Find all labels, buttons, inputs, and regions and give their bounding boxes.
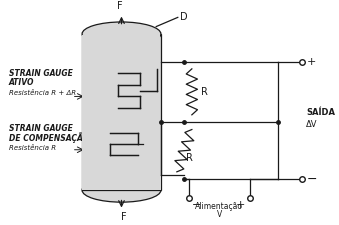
Text: DE COMPENSAÇÃO: DE COMPENSAÇÃO bbox=[9, 132, 89, 143]
Ellipse shape bbox=[82, 178, 161, 202]
Text: Resistência R: Resistência R bbox=[9, 145, 56, 151]
Text: ATIVO: ATIVO bbox=[9, 78, 34, 87]
Text: V: V bbox=[216, 210, 222, 219]
Text: R: R bbox=[186, 153, 193, 163]
Text: STRAIN GAUGE: STRAIN GAUGE bbox=[9, 69, 73, 78]
Text: +: + bbox=[306, 56, 316, 67]
Text: STRAIN GAUGE: STRAIN GAUGE bbox=[9, 124, 73, 133]
Text: R: R bbox=[201, 87, 208, 97]
Text: F: F bbox=[121, 212, 126, 222]
Ellipse shape bbox=[82, 22, 161, 46]
Text: ΔV: ΔV bbox=[306, 119, 318, 128]
Text: F: F bbox=[117, 1, 122, 11]
Text: D: D bbox=[180, 12, 187, 22]
Text: −: − bbox=[192, 200, 201, 210]
Polygon shape bbox=[82, 35, 160, 189]
Text: Resistência R + ΔR: Resistência R + ΔR bbox=[9, 90, 76, 96]
Text: Alimentação: Alimentação bbox=[195, 202, 243, 211]
Text: +: + bbox=[236, 200, 245, 210]
Text: SAÍDA: SAÍDA bbox=[306, 108, 335, 117]
Polygon shape bbox=[82, 34, 161, 190]
Polygon shape bbox=[82, 176, 161, 190]
Text: −: − bbox=[306, 173, 317, 186]
